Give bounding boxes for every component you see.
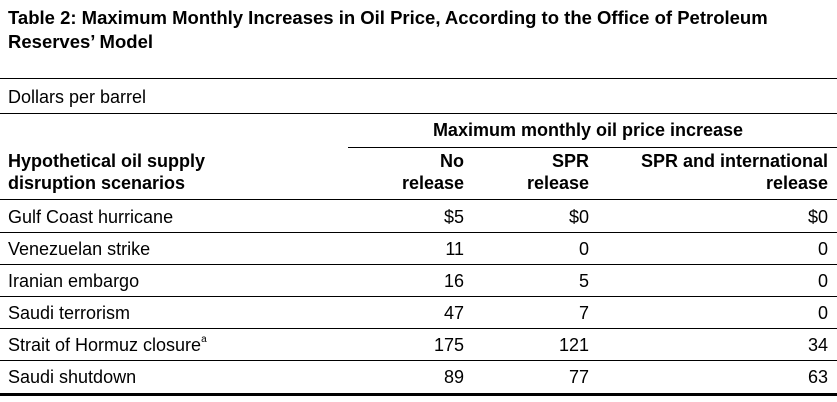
row-label: Strait of Hormuz closurea <box>8 334 207 356</box>
column-header-spr-international-release: SPR and international release <box>600 150 828 194</box>
cell-no-release: 47 <box>443 303 464 323</box>
stub-header-line-1: Hypothetical oil supply <box>8 151 206 171</box>
cell-spr-release: 121 <box>558 335 589 355</box>
units-label: Dollars per barrel <box>8 87 147 107</box>
cell-no-release: 11 <box>445 239 464 259</box>
table-row: Saudi terrorism 47 7 0 <box>0 297 837 329</box>
row-divider <box>0 296 837 297</box>
row-divider <box>0 328 837 329</box>
row-label: Saudi terrorism <box>8 303 131 323</box>
cell-no-release: 89 <box>443 367 464 387</box>
column-header-line-2: release <box>765 173 828 193</box>
header-rule <box>0 199 837 200</box>
stub-header-line-2: disruption scenarios <box>8 173 186 193</box>
cell-spr-international-release: 34 <box>807 335 828 355</box>
column-header-line-1: SPR and international <box>640 151 828 171</box>
units-rule <box>0 113 837 114</box>
column-header-no-release: No release <box>360 150 464 194</box>
column-spanner-header: Maximum monthly oil price increase <box>432 120 744 140</box>
bottom-rule <box>0 393 837 396</box>
top-rule <box>0 78 837 79</box>
cell-spr-release: $0 <box>568 207 589 227</box>
cell-spr-international-release: 0 <box>817 271 828 291</box>
row-label: Venezuelan strike <box>8 239 151 259</box>
table-row: Strait of Hormuz closurea 175 121 34 <box>0 329 837 361</box>
stub-header: Hypothetical oil supply disruption scena… <box>8 150 328 194</box>
cell-spr-release: 0 <box>578 239 589 259</box>
column-header-spr-release: SPR release <box>480 150 589 194</box>
cell-no-release: $5 <box>443 207 464 227</box>
spanner-rule <box>348 147 837 148</box>
column-header-line-2: release <box>401 173 464 193</box>
row-label: Saudi shutdown <box>8 367 137 387</box>
cell-no-release: 175 <box>433 335 464 355</box>
row-divider <box>0 360 837 361</box>
cell-spr-international-release: 0 <box>817 239 828 259</box>
cell-spr-release: 5 <box>578 271 589 291</box>
table-row: Venezuelan strike 11 0 0 <box>0 233 837 265</box>
cell-no-release: 16 <box>443 271 464 291</box>
table-row: Saudi shutdown 89 77 63 <box>0 361 837 393</box>
cell-spr-international-release: 63 <box>807 367 828 387</box>
table-title: Table 2: Maximum Monthly Increases in Oi… <box>8 7 768 52</box>
table-row: Gulf Coast hurricane $5 $0 $0 <box>0 201 837 233</box>
column-header-line-1: SPR <box>551 151 589 171</box>
column-header-line-2: release <box>526 173 589 193</box>
row-divider <box>0 232 837 233</box>
row-label: Iranian embargo <box>8 271 140 291</box>
row-divider <box>0 264 837 265</box>
cell-spr-release: 77 <box>568 367 589 387</box>
cell-spr-international-release: $0 <box>807 207 828 227</box>
cell-spr-release: 7 <box>578 303 589 323</box>
row-label: Gulf Coast hurricane <box>8 207 174 227</box>
column-header-line-1: No <box>440 151 464 171</box>
cell-spr-international-release: 0 <box>817 303 828 323</box>
footnote-marker: a <box>201 334 207 345</box>
table-row: Iranian embargo 16 5 0 <box>0 265 837 297</box>
